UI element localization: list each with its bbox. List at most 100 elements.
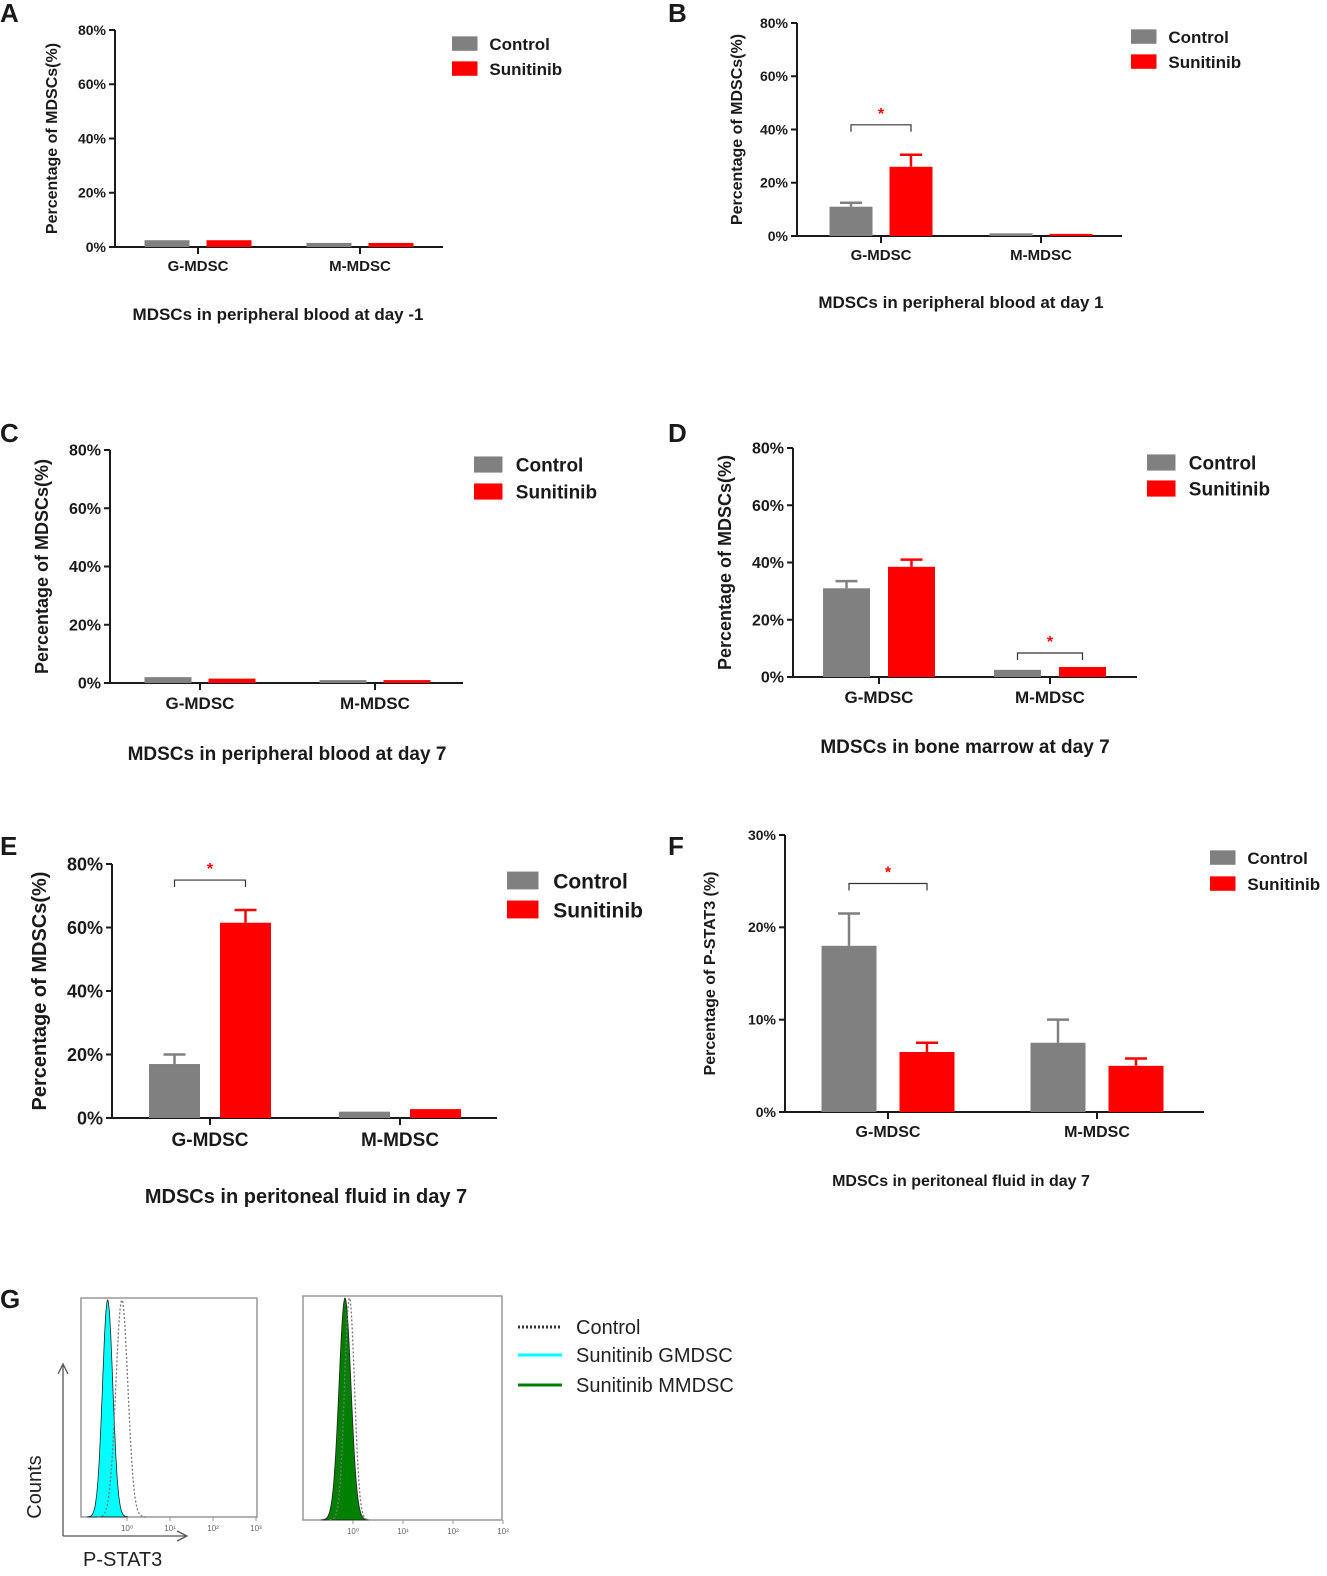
- bar-control-m-mdsc: [994, 669, 1041, 677]
- bar-control-g-mdsc: [144, 677, 192, 683]
- legend-label-sunitinib: Sunitinib: [489, 60, 562, 79]
- bar-control-m-mdsc: [989, 233, 1033, 236]
- panel-label: C: [0, 418, 19, 448]
- x-tick-label: 10²: [207, 1524, 219, 1533]
- bar-control-m-mdsc: [339, 1111, 390, 1118]
- y-tick-label: 60%: [78, 76, 107, 92]
- legend-label-sunitinib: Sunitinib: [1168, 53, 1241, 72]
- bar-sunitinib-m-mdsc: [368, 242, 414, 247]
- chart-title: MDSCs in peritoneal fluid in day 7: [145, 1186, 467, 1208]
- x-tick-label: M-MDSC: [361, 1130, 439, 1151]
- x-tick-label: 10¹: [397, 1527, 409, 1536]
- y-tick-label: 20%: [78, 185, 107, 201]
- legend-swatch-control: [1210, 850, 1236, 865]
- panel-label: B: [668, 0, 687, 28]
- axis-arrows: [57, 1362, 189, 1542]
- bar-control-g-mdsc: [149, 1064, 200, 1118]
- y-tick-label: 20%: [752, 612, 784, 629]
- bar-control-g-mdsc: [144, 240, 190, 247]
- legend-label-sunitinib: Sunitinib: [516, 483, 597, 504]
- bar-control-m-mdsc: [319, 680, 367, 683]
- y-tick-label: 60%: [752, 498, 784, 515]
- legend-label-sunitinib: Sunitinib: [1189, 480, 1270, 501]
- legend-swatch-control: [452, 36, 478, 51]
- y-tick-label: 0%: [756, 1104, 777, 1120]
- y-axis-label: Percentage of MDSCs(%): [729, 34, 746, 225]
- y-tick-label: 0%: [86, 239, 107, 255]
- legend-swatch-sunitinib: [1147, 480, 1176, 497]
- x-axis-label: P-STAT3: [83, 1549, 162, 1571]
- y-tick-label: 0%: [78, 676, 101, 693]
- significance-star: *: [207, 861, 214, 878]
- significance-bracket: [173, 879, 247, 888]
- x-tick-label: 10³: [497, 1527, 509, 1536]
- bar-sunitinib-g-mdsc: [208, 678, 256, 683]
- x-tick-label: 10²: [447, 1527, 459, 1536]
- legend-label-control: Control: [553, 870, 628, 893]
- y-tick-label: 40%: [67, 981, 103, 1001]
- x-tick-label: M-MDSC: [329, 258, 391, 275]
- significance-star: *: [1047, 634, 1054, 651]
- significance-star: *: [885, 864, 892, 881]
- y-axis-label: Percentage of MDSCs(%): [29, 872, 51, 1111]
- significance-bracket: [848, 882, 928, 891]
- panel-label: F: [668, 831, 684, 861]
- histogram-gmdsc: [87, 1299, 128, 1518]
- panel-f: F 0% 10% 20% 30% Percentage of P-STAT3 (%) G-M…: [668, 827, 1320, 1190]
- significance-bracket: [850, 124, 912, 132]
- y-tick-label: 30%: [748, 827, 777, 843]
- bar-sunitinib-m-mdsc: [1059, 666, 1106, 677]
- legend-label: Sunitinib GMDSC: [576, 1345, 733, 1367]
- chart-title: MDSCs in peripheral blood at day -1: [133, 305, 424, 324]
- y-tick-label: 60%: [67, 918, 103, 938]
- panel-label: A: [0, 0, 19, 28]
- panel-label: E: [0, 831, 17, 861]
- y-tick-label: 40%: [78, 130, 107, 146]
- y-tick-label: 80%: [78, 22, 107, 38]
- x-tick-label: G-MDSC: [166, 694, 235, 713]
- x-tick-label: M-MDSC: [1015, 688, 1085, 707]
- y-axis-label: Percentage of MDSCs(%): [44, 43, 61, 234]
- x-tick-label: G-MDSC: [845, 688, 914, 707]
- chart-title: MDSCs in peripheral blood at day 7: [128, 744, 447, 765]
- significance-star: *: [878, 106, 885, 123]
- legend-label-control: Control: [1189, 454, 1257, 475]
- y-tick-label: 0%: [768, 228, 789, 244]
- y-axis-label: Percentage of P-STAT3 (%): [702, 872, 719, 1076]
- panel-e: E 0% 20% 40% 60% 80% Percentage of MDSCs(%) G-M…: [0, 831, 643, 1208]
- y-tick-label: 20%: [748, 919, 777, 935]
- legend-label-control: Control: [516, 456, 584, 477]
- panel-d: D 0% 20% 40% 60% 80% Percentage of MDSCs(%) G-M…: [668, 418, 1270, 758]
- legend-swatch-control: [1131, 29, 1157, 44]
- x-tick-label: 10¹: [164, 1524, 176, 1533]
- bar-sunitinib-g-mdsc: [888, 566, 935, 677]
- panel-a: A 0% 20% 40% 60% 80% Percentage of MDSCs(%) G-M…: [0, 0, 562, 324]
- legend-swatch-sunitinib: [452, 61, 478, 76]
- bar-sunitinib-g-mdsc: [220, 922, 271, 1118]
- histogram-mmdsc: [321, 1297, 369, 1521]
- legend-label: Sunitinib MMDSC: [576, 1375, 734, 1397]
- bar-sunitinib-g-mdsc: [899, 1051, 955, 1112]
- y-tick-label: 40%: [752, 555, 784, 572]
- legend-label-control: Control: [489, 35, 549, 54]
- x-tick-label: M-MDSC: [340, 694, 410, 713]
- y-tick-label: 10%: [748, 1012, 777, 1028]
- chart-title: MDSCs in peritoneal fluid in day 7: [832, 1173, 1090, 1190]
- legend-label-sunitinib: Sunitinib: [1247, 875, 1320, 894]
- y-tick-label: 80%: [69, 443, 101, 460]
- bar-control-g-mdsc: [821, 945, 877, 1112]
- x-tick-label: M-MDSC: [1010, 247, 1072, 264]
- legend-swatch-sunitinib: [1131, 54, 1157, 69]
- x-tick-label: 10⁰: [121, 1524, 133, 1533]
- y-axis-label: Percentage of MDSCs(%): [32, 459, 52, 674]
- chart-title: MDSCs in bone marrow at day 7: [820, 737, 1109, 758]
- y-tick-label: 40%: [69, 559, 101, 576]
- bar-control-g-mdsc: [823, 588, 870, 677]
- x-tick-label: 10³: [250, 1524, 262, 1533]
- legend-label-control: Control: [1247, 849, 1307, 868]
- chart-title: MDSCs in peripheral blood at day 1: [818, 293, 1103, 312]
- bar-control-m-mdsc: [306, 242, 352, 247]
- bar-sunitinib-m-mdsc: [383, 680, 431, 683]
- legend-swatch-control: [474, 456, 503, 473]
